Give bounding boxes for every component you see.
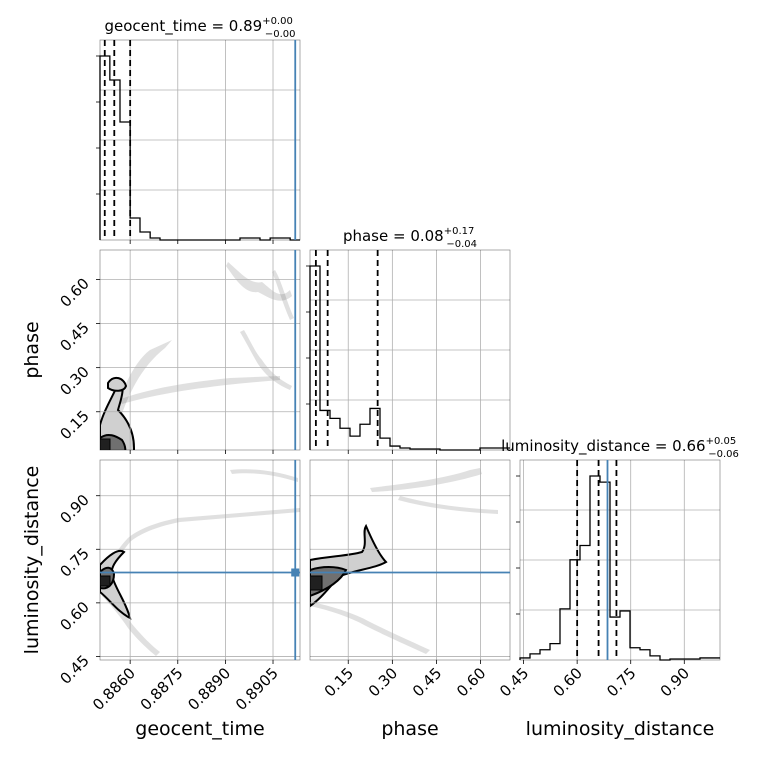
x-tick-label: 0.15	[321, 664, 357, 700]
axes-geocent-time-vs-phase: 0.15 0.30 0.45 0.60	[56, 249, 301, 454]
title-luminosity-distance: luminosity_distance = 0.66+0.05 −0.06	[501, 436, 739, 460]
axes-luminosity-distance: 0.45 0.60 0.75 0.90	[496, 459, 721, 700]
panel-hist-luminosity-distance: luminosity_distance = 0.66+0.05 −0.06	[501, 436, 739, 460]
x-tick-label: 0.8860	[89, 664, 139, 714]
contour-core	[310, 575, 323, 591]
histogram-phase	[309, 265, 510, 451]
truth-marker	[291, 568, 300, 577]
histogram-geocent-time	[99, 55, 300, 241]
x-tick-label: 0.8890	[184, 664, 234, 714]
y-axis-label-phase: phase	[21, 321, 43, 378]
y-tick-label: 0.90	[56, 491, 92, 527]
y-tick-label: 0.75	[56, 544, 92, 580]
title-phase: phase = 0.08+0.17 −0.04	[343, 226, 477, 250]
contour-island	[107, 376, 128, 392]
axes-frame	[309, 459, 511, 661]
title-geocent-time: geocent_time = 0.89+0.00 −0.00	[105, 16, 296, 40]
scatter-cloud	[310, 468, 498, 654]
contour-core	[100, 438, 111, 450]
panel-2d-geocent-time-phase	[100, 262, 294, 450]
contour-90	[100, 378, 135, 450]
x-tick-label: 0.60	[453, 664, 489, 700]
axes-phase	[306, 249, 511, 454]
scatter-cloud	[102, 469, 300, 656]
y-tick-label: 0.60	[56, 275, 92, 311]
x-tick-label: 0.8905	[232, 664, 282, 714]
x-tick-label: 0.75	[603, 664, 639, 700]
x-axis-label-luminosity-distance: luminosity_distance	[526, 718, 715, 740]
y-tick-label: 0.45	[56, 319, 92, 355]
contour-core	[100, 575, 111, 587]
axes-frame	[99, 459, 301, 661]
x-axis-label-geocent-time: geocent_time	[135, 718, 264, 740]
panel-hist-geocent-time: geocent_time = 0.89+0.00 −0.00	[105, 16, 296, 40]
x-tick-label: 0.60	[550, 664, 586, 700]
axes-phase-vs-luminosity-distance: 0.15 0.30 0.45 0.60	[309, 459, 511, 700]
axes-frame	[519, 459, 721, 661]
x-axis-label-phase: phase	[381, 718, 438, 740]
y-tick-label: 0.45	[56, 652, 92, 688]
x-tick-label: 0.45	[496, 664, 532, 700]
y-tick-label: 0.60	[56, 598, 92, 634]
axes-frame	[99, 249, 301, 451]
x-tick-label: 0.30	[365, 664, 401, 700]
histogram-luminosity-distance	[519, 475, 720, 661]
x-tick-label: 0.90	[657, 664, 693, 700]
x-tick-label: 0.8875	[137, 664, 187, 714]
axes-geocent-time	[96, 39, 301, 244]
panel-hist-phase: phase = 0.08+0.17 −0.04	[343, 226, 477, 250]
x-tick-label: 0.45	[409, 664, 445, 700]
y-tick-label: 0.15	[56, 407, 92, 443]
y-tick-label: 0.30	[56, 363, 92, 399]
scatter-cloud	[104, 262, 294, 430]
y-axis-label-luminosity-distance: luminosity_distance	[21, 466, 43, 655]
